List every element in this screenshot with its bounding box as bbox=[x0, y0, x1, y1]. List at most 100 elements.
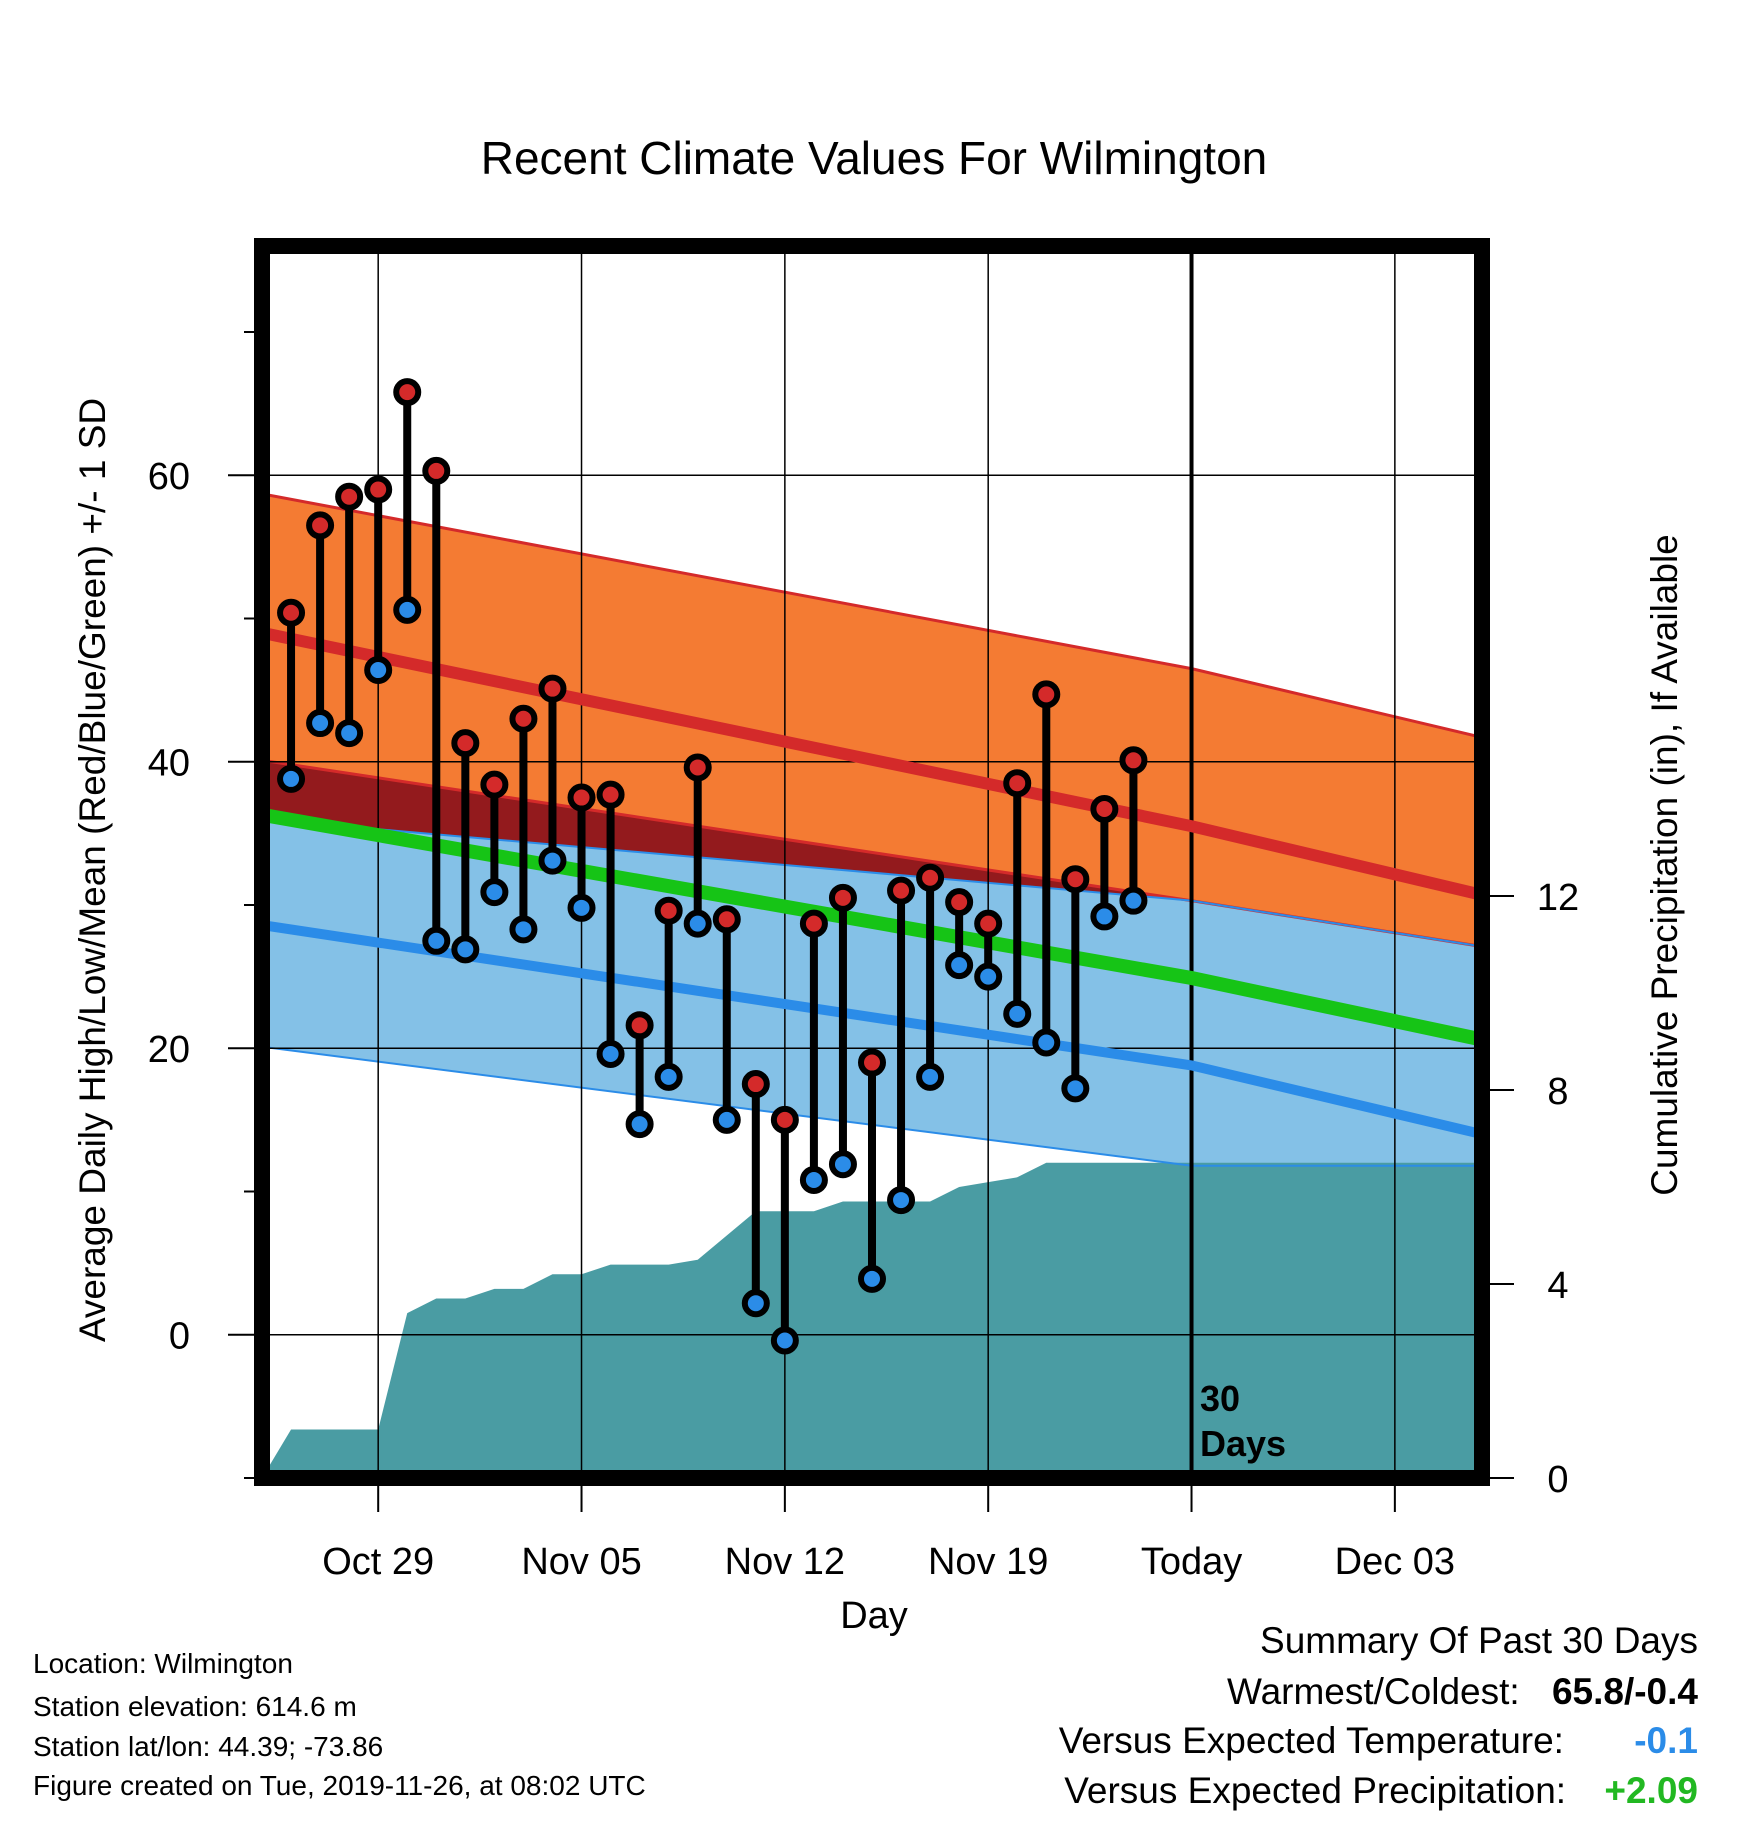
high-point bbox=[364, 475, 393, 504]
low-normal-band bbox=[262, 819, 1482, 1166]
y2-tick-label: 0 bbox=[1547, 1459, 1568, 1501]
x-tick-label: Oct 29 bbox=[322, 1541, 434, 1583]
low-point bbox=[1032, 1028, 1061, 1057]
low-point bbox=[335, 719, 364, 748]
low-point bbox=[741, 1289, 770, 1318]
summary-precip-label: Versus Expected Precipitation: bbox=[1064, 1770, 1567, 1811]
plot-frame bbox=[254, 238, 1490, 1486]
low-point bbox=[422, 926, 451, 955]
x-tick-label: Nov 19 bbox=[928, 1541, 1048, 1583]
axes: 0 20 40 60 0 4 8 12 Oct 29 Nov 05 Nov 12 Nov 19 Toda… bbox=[148, 238, 1579, 1583]
high-point bbox=[625, 1011, 654, 1040]
high-point bbox=[654, 896, 683, 925]
precipitation-area bbox=[262, 1162, 1482, 1478]
y-tick-label: 40 bbox=[148, 743, 190, 785]
high-point bbox=[1090, 794, 1119, 823]
high-point bbox=[683, 753, 712, 782]
y2-tick-label: 4 bbox=[1547, 1265, 1568, 1307]
high-point bbox=[306, 511, 335, 540]
y-tick-label: 20 bbox=[148, 1029, 190, 1071]
summary-warm-cold-value: 65.8/-0.4 bbox=[1551, 1671, 1698, 1712]
summary-temp-value: -0.1 bbox=[1634, 1720, 1698, 1761]
low-point bbox=[712, 1105, 741, 1134]
high-point bbox=[277, 598, 306, 627]
info-location: Location: Wilmington bbox=[33, 1648, 293, 1679]
x-tick-label: Nov 12 bbox=[725, 1541, 845, 1583]
low-point bbox=[625, 1110, 654, 1139]
low-point bbox=[799, 1166, 828, 1195]
y-axis-label-left: Average Daily High/Low/Mean (Red/Blue/Gr… bbox=[72, 398, 113, 1342]
low-point bbox=[858, 1264, 886, 1293]
high-point bbox=[509, 704, 538, 733]
chart-title: Recent Climate Values For Wilmington bbox=[481, 132, 1268, 184]
normal-low-line bbox=[261, 920, 1484, 1140]
high-point bbox=[828, 883, 857, 912]
high-point bbox=[567, 783, 596, 812]
high-point bbox=[974, 909, 1003, 938]
summary-precip-row: Versus Expected Precipitation: +2.09 bbox=[1064, 1772, 1698, 1809]
normal-mean-line bbox=[260, 807, 1484, 1047]
high-point bbox=[799, 909, 828, 938]
low-point bbox=[509, 915, 538, 944]
summary-temp-label: Versus Expected Temperature: bbox=[1058, 1720, 1564, 1761]
high-point bbox=[1003, 769, 1032, 798]
normal-high-line bbox=[260, 626, 1484, 901]
high-point bbox=[480, 770, 509, 799]
info-latlon: Station lat/lon: 44.39; -73.86 bbox=[33, 1731, 384, 1762]
low-point bbox=[306, 709, 335, 738]
summary-heading: Summary Of Past 30 Days bbox=[1260, 1620, 1698, 1661]
low-point bbox=[596, 1039, 625, 1068]
low-point bbox=[480, 878, 509, 907]
low-point bbox=[1119, 886, 1148, 915]
y2-tick-label: 8 bbox=[1547, 1071, 1568, 1113]
low-point bbox=[1003, 999, 1032, 1028]
low-point bbox=[654, 1062, 683, 1091]
low-point bbox=[770, 1326, 799, 1355]
today-label-30: 30 bbox=[1200, 1378, 1240, 1419]
high-normal-band bbox=[262, 493, 1482, 947]
x-tick-label: Today bbox=[1141, 1541, 1242, 1583]
summary-warm-cold-label: Warmest/Coldest: bbox=[1227, 1671, 1520, 1712]
plot-fills bbox=[262, 492, 1482, 1478]
high-point bbox=[335, 482, 364, 511]
low-point bbox=[683, 909, 712, 938]
high-point bbox=[393, 378, 422, 407]
low-point bbox=[974, 962, 1003, 991]
low-point bbox=[393, 595, 422, 624]
info-elevation: Station elevation: 614.6 m bbox=[33, 1691, 357, 1722]
summary-temp-row: Versus Expected Temperature: -0.1 bbox=[1059, 1722, 1698, 1759]
y-tick-label: 0 bbox=[169, 1316, 190, 1358]
summary-warm-cold-row: Warmest/Coldest: 65.8/-0.4 bbox=[1227, 1673, 1698, 1710]
summary-precip-value: +2.09 bbox=[1604, 1770, 1698, 1811]
low-point bbox=[945, 951, 974, 980]
high-point bbox=[596, 780, 625, 809]
y-axis-label-right: Cumulative Precipitation (in), If Availa… bbox=[1644, 534, 1685, 1196]
normal-lines bbox=[260, 626, 1484, 1140]
observation-markers bbox=[277, 378, 1148, 1355]
y-tick-label: 60 bbox=[148, 456, 190, 498]
high-point bbox=[1119, 746, 1148, 775]
low-point bbox=[916, 1062, 945, 1091]
y2-tick-label: 12 bbox=[1537, 877, 1579, 919]
high-point bbox=[422, 456, 451, 485]
high-point bbox=[1061, 865, 1090, 894]
low-point bbox=[887, 1186, 916, 1215]
low-point bbox=[828, 1150, 857, 1179]
high-point bbox=[916, 863, 945, 892]
high-point bbox=[858, 1048, 886, 1077]
low-point bbox=[567, 893, 596, 922]
high-point bbox=[1032, 680, 1061, 709]
high-point bbox=[451, 729, 480, 758]
high-point bbox=[770, 1105, 799, 1134]
x-tick-label: Dec 03 bbox=[1335, 1541, 1455, 1583]
high-point bbox=[712, 905, 741, 934]
high-point bbox=[538, 674, 567, 703]
high-point bbox=[887, 876, 916, 905]
low-point bbox=[364, 656, 393, 685]
low-point bbox=[1061, 1074, 1090, 1103]
high-point bbox=[741, 1070, 770, 1099]
info-created: Figure created on Tue, 2019-11-26, at 08… bbox=[33, 1770, 646, 1801]
x-tick-label: Nov 05 bbox=[521, 1541, 641, 1583]
low-point bbox=[538, 846, 567, 875]
